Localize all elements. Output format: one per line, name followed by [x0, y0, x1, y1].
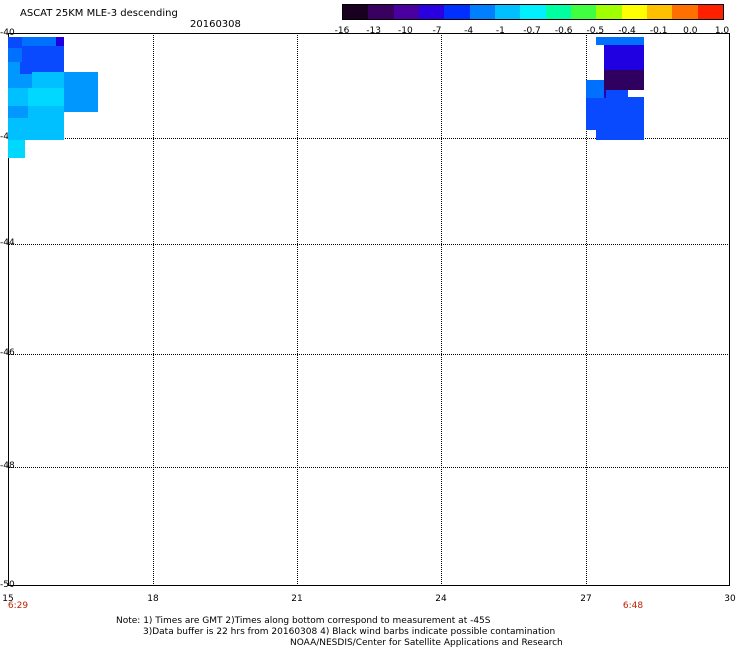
- wind-data-cell: [628, 97, 644, 140]
- colorbar-tick-label: -0.4: [618, 26, 636, 36]
- wind-data-cell: [22, 46, 64, 62]
- wind-data-cell: [20, 62, 64, 74]
- wind-data-cell: [28, 106, 64, 118]
- gridline-lon-21: [297, 33, 298, 586]
- wind-data-cell: [32, 72, 64, 88]
- y-label-44: -44: [0, 238, 15, 248]
- colorbar-tick-label: -0.7: [523, 26, 541, 36]
- y-label-42: -42: [0, 132, 15, 142]
- wind-data-cell: [604, 45, 644, 70]
- colorbar-tick-label: -0.5: [586, 26, 605, 36]
- colorbar-segment: [520, 5, 547, 19]
- colorbar-tick-label: -7: [432, 26, 442, 36]
- chart-date: 20160308: [190, 19, 241, 30]
- colorbar-segment: [343, 5, 369, 19]
- colorbar-tick-label: -4: [464, 26, 474, 36]
- colorbar-tick-label: 1.0: [714, 26, 730, 36]
- wind-data-cell: [596, 37, 644, 45]
- x-label-27: 27: [580, 594, 592, 604]
- colorbar-segment: [469, 5, 496, 19]
- x-label-21: 21: [291, 594, 303, 604]
- footer-credit: NOAA/NESDIS/Center for Satellite Applica…: [290, 638, 563, 648]
- footer-note-1: Note: 1) Times are GMT 2)Times along bot…: [116, 616, 491, 626]
- y-label-48: -48: [0, 461, 15, 471]
- colorbar-tick-label: -13: [366, 26, 382, 36]
- x-label-30: 30: [724, 594, 736, 604]
- colorbar-tick-label: -1: [495, 26, 505, 36]
- gridline-lon-24: [441, 33, 442, 586]
- wind-data-cell: [8, 74, 32, 88]
- time-label-left: 6:29: [7, 601, 29, 611]
- wind-data-cell: [586, 98, 606, 130]
- colorbar-segment: [672, 5, 699, 19]
- wind-data-cell: [604, 70, 644, 90]
- wind-data-cell: [8, 37, 22, 48]
- wind-data-cell: [8, 118, 64, 140]
- colorbar: [342, 4, 724, 20]
- colorbar-segment: [495, 5, 521, 19]
- colorbar-tick-label: 0.0: [683, 26, 698, 36]
- gridline-lat-48: [8, 467, 730, 468]
- colorbar-segment: [596, 5, 623, 19]
- wind-data-cell: [8, 48, 22, 62]
- map-plot-area: [8, 33, 730, 586]
- colorbar-segment: [419, 5, 445, 19]
- colorbar-tick-label: -10: [397, 26, 413, 36]
- gridline-lat-42: [8, 138, 730, 139]
- wind-data-cell: [8, 140, 25, 158]
- chart-title: ASCAT 25KM MLE-3 descending: [20, 8, 178, 19]
- wind-data-cell: [8, 88, 28, 106]
- wind-data-cell: [8, 106, 28, 118]
- wind-data-cell: [586, 80, 604, 100]
- gridline-lat-44: [8, 244, 730, 245]
- colorbar-tick-label: -0.6: [554, 26, 573, 36]
- gridline-lon-27: [586, 33, 587, 586]
- colorbar-tick-label: -0.1: [649, 26, 668, 36]
- colorbar-segment: [368, 5, 395, 19]
- gridline-lat-46: [8, 354, 730, 355]
- colorbar-tick-label: -16: [334, 26, 350, 36]
- footer-note-2: 3)Data buffer is 22 hrs from 20160308 4)…: [143, 627, 556, 637]
- wind-data-cell: [22, 37, 64, 46]
- colorbar-segment: [444, 5, 471, 19]
- colorbar-segment: [697, 5, 724, 19]
- wind-data-cell: [64, 72, 98, 88]
- x-label-15: 15: [2, 594, 14, 604]
- colorbar-segment: [393, 5, 420, 19]
- y-label-40: -40: [0, 28, 15, 38]
- time-label-right: 6:48: [622, 601, 644, 611]
- wind-data-cell: [56, 37, 64, 46]
- x-label-24: 24: [435, 594, 447, 604]
- gridline-lon-18: [153, 33, 154, 586]
- wind-data-cell: [64, 88, 98, 112]
- wind-data-cell: [8, 62, 20, 74]
- colorbar-segment: [545, 5, 572, 19]
- y-label-50: -50: [0, 580, 15, 590]
- colorbar-segment: [571, 5, 597, 19]
- colorbar-segment: [647, 5, 673, 19]
- x-label-18: 18: [147, 594, 159, 604]
- wind-data-cell: [606, 90, 628, 140]
- colorbar-segment: [621, 5, 648, 19]
- y-label-46: -46: [0, 348, 15, 358]
- wind-data-cell: [596, 130, 606, 140]
- wind-data-cell: [28, 88, 64, 106]
